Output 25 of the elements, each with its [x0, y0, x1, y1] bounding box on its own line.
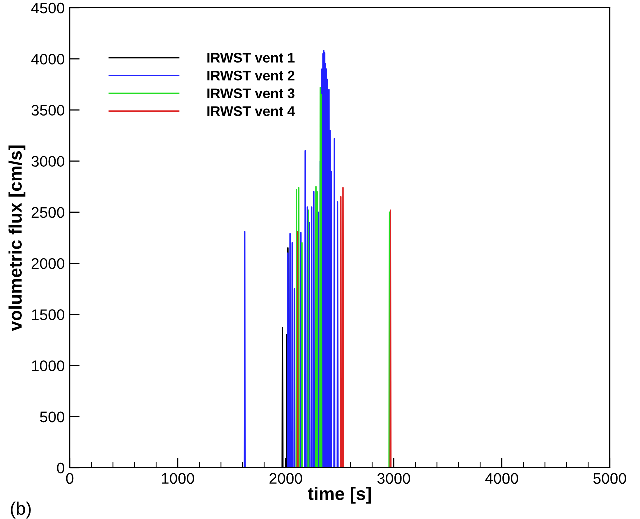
line-series: [296, 187, 392, 468]
x-tick-label: 5000: [594, 473, 626, 484]
y-axis-title: volumetric flux [cm/s]: [8, 146, 26, 332]
y-tick-label: 3000: [32, 156, 65, 168]
x-tick-label: 4000: [485, 473, 518, 484]
x-tick-label: 2000: [270, 473, 302, 484]
y-tick-label: 2500: [32, 207, 65, 218]
y-tick-label: 3500: [32, 105, 65, 116]
line-series: [296, 87, 391, 468]
y-tick-label: 1500: [32, 310, 65, 320]
x-axis-title: time [s]: [308, 487, 372, 504]
legend-label: IRWST vent 2: [208, 70, 295, 81]
x-tick-label: 1000: [162, 473, 194, 484]
text: (b): [11, 502, 31, 519]
y-tick-label: 1000: [32, 360, 65, 372]
legend-label: IRWST vent 1: [208, 53, 295, 63]
y-tick-label: 0: [57, 462, 65, 474]
y-tick-label: 4000: [32, 54, 65, 65]
legend-label: IRWST vent 4: [208, 106, 296, 116]
x-tick-label: 0: [66, 473, 74, 484]
y-tick-label: 500: [40, 412, 65, 423]
y-tick-label: 2000: [32, 258, 65, 270]
legend-label: IRWST vent 3: [208, 88, 295, 99]
x-tick-label: 3000: [378, 473, 410, 484]
y-tick-label: 4500: [32, 2, 65, 14]
